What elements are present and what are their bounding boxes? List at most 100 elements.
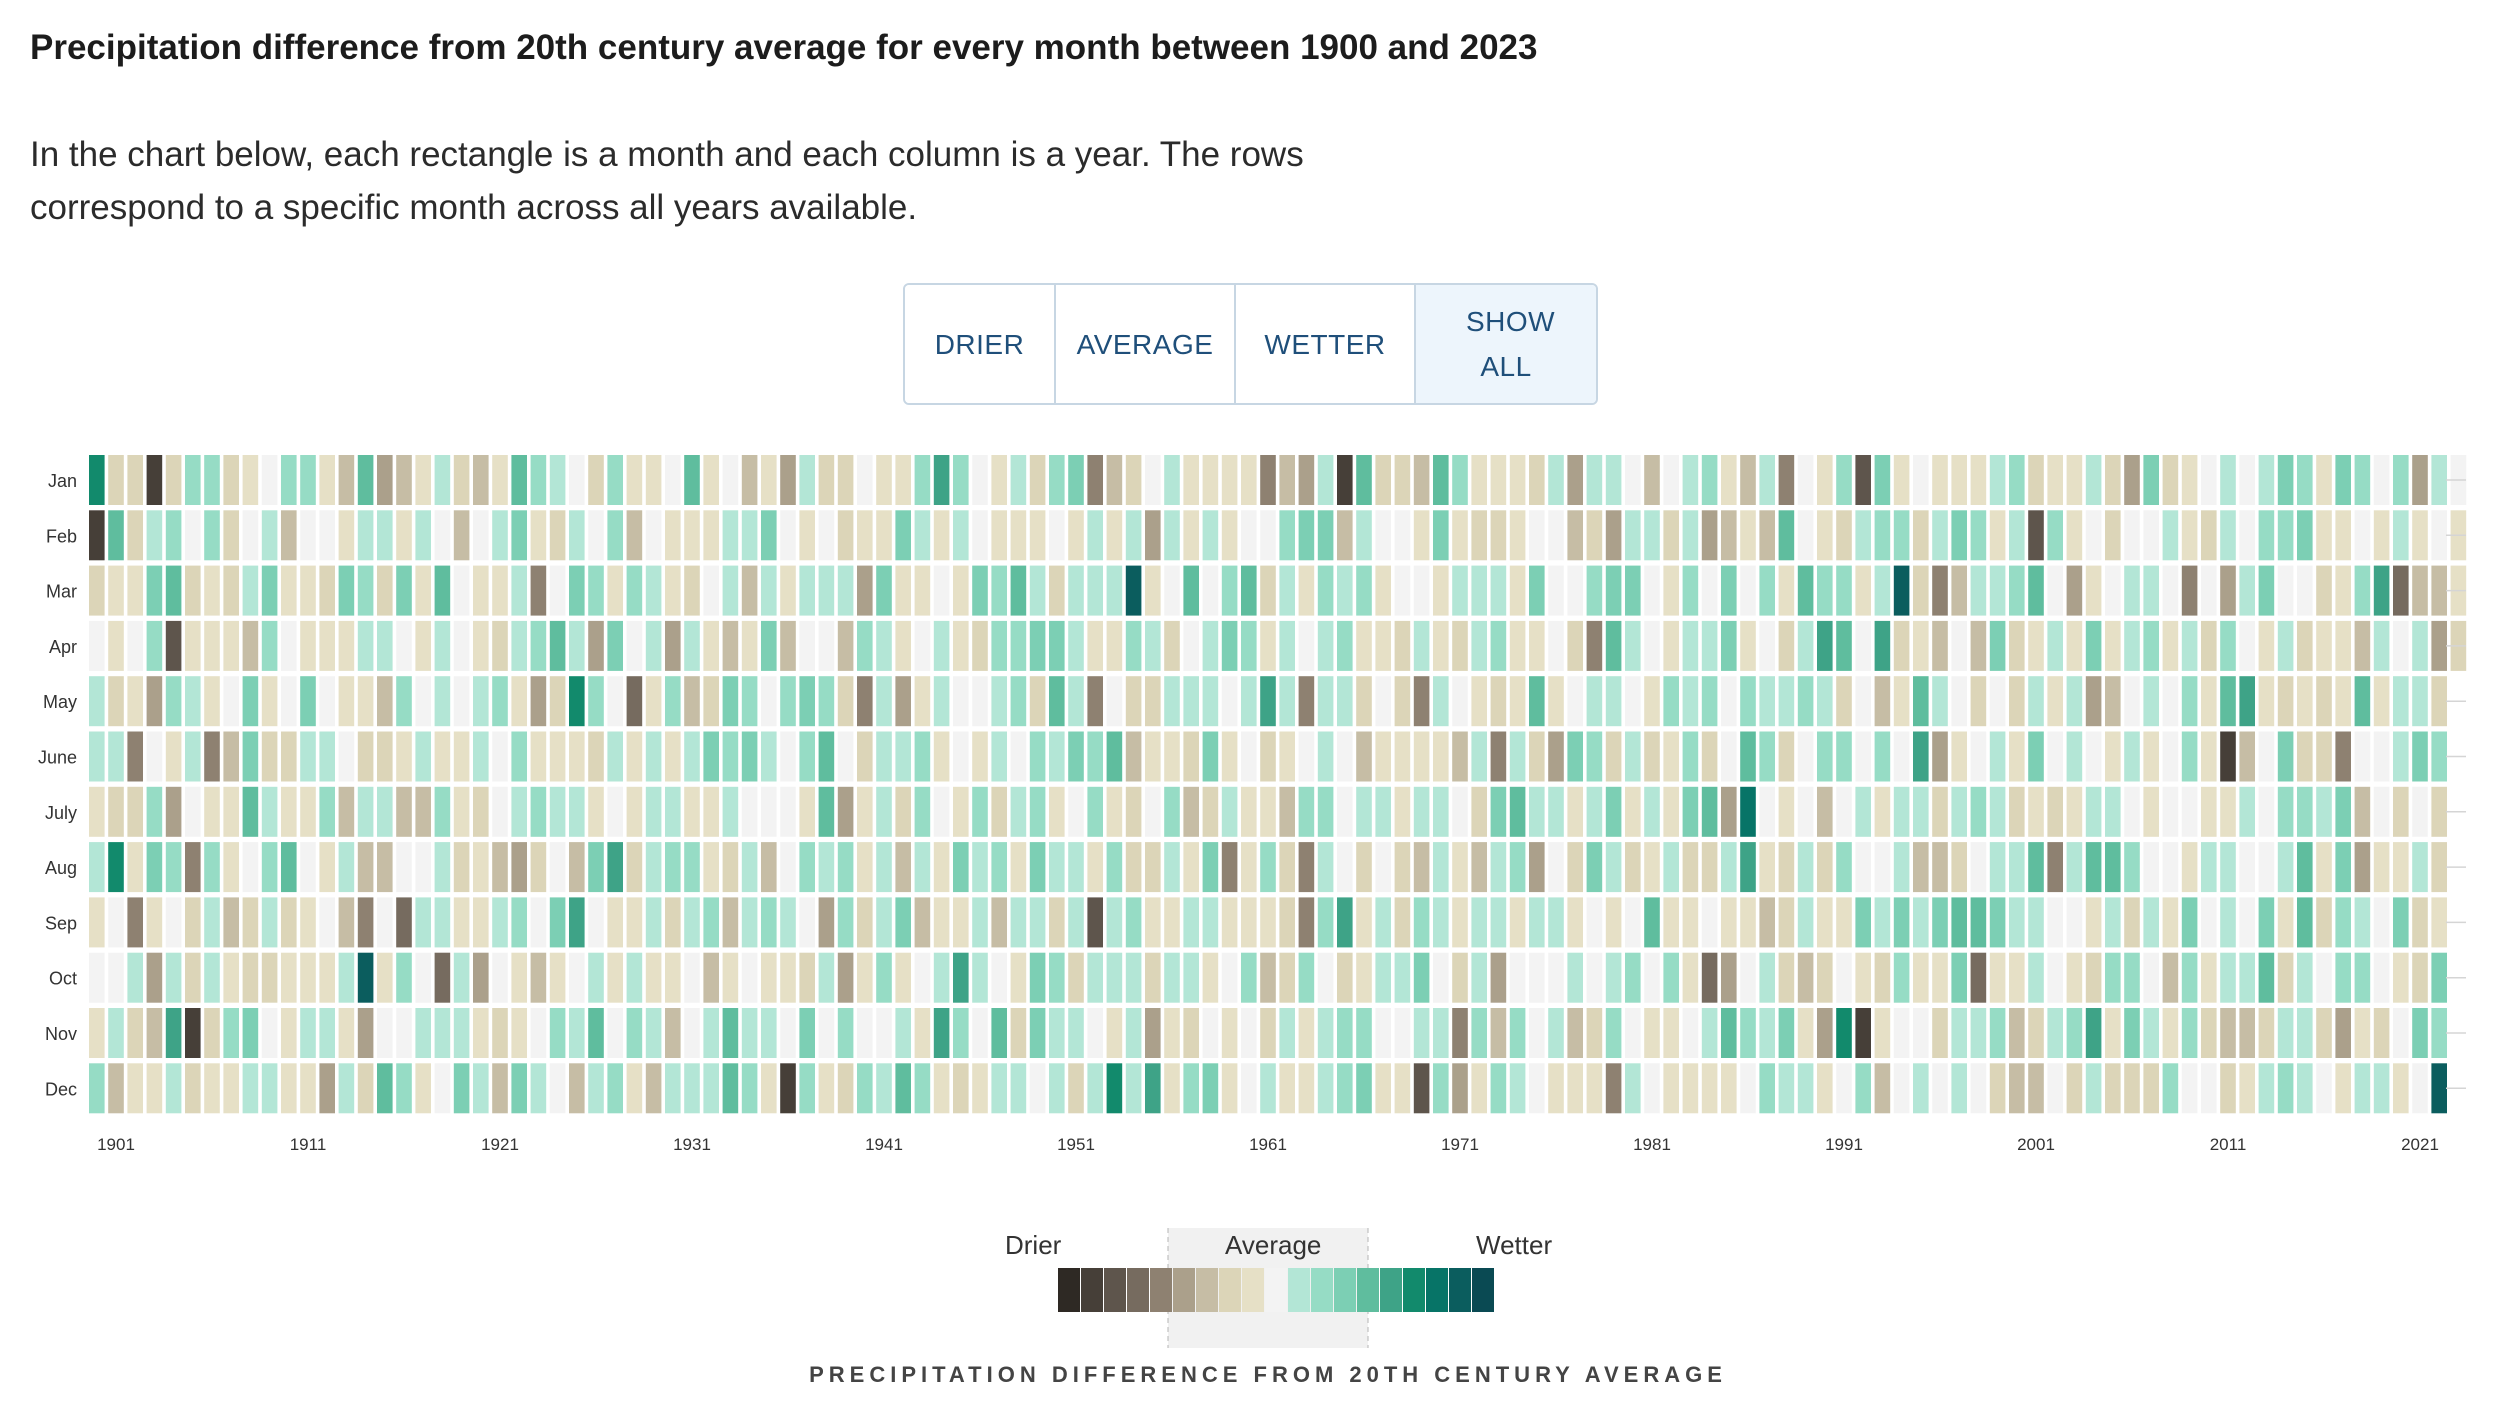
heatmap-cell[interactable] — [857, 455, 873, 505]
heatmap-cell[interactable] — [1183, 1008, 1199, 1058]
heatmap-cell[interactable] — [2393, 565, 2409, 616]
heatmap-cell[interactable] — [2297, 455, 2313, 505]
heatmap-cell[interactable] — [2201, 455, 2217, 505]
heatmap-cell[interactable] — [933, 676, 950, 727]
heatmap-cell[interactable] — [1759, 1063, 1775, 1114]
heatmap-cell[interactable] — [2201, 565, 2217, 616]
heatmap-cell[interactable] — [1010, 620, 1027, 671]
heatmap-cell[interactable] — [1375, 731, 1391, 782]
heatmap-cell[interactable] — [1913, 786, 1929, 837]
heatmap-cell[interactable] — [1164, 676, 1180, 727]
heatmap-cell[interactable] — [1356, 565, 1372, 616]
heatmap-cell[interactable] — [2220, 510, 2236, 561]
heatmap-cell[interactable] — [89, 952, 105, 1003]
heatmap-cell[interactable] — [1317, 897, 1334, 948]
heatmap-cell[interactable] — [2239, 510, 2255, 561]
heatmap-cell[interactable] — [1452, 1008, 1468, 1058]
heatmap-cell[interactable] — [1817, 510, 1833, 561]
heatmap-cell[interactable] — [1164, 897, 1180, 948]
heatmap-cell[interactable] — [569, 731, 585, 782]
heatmap-cell[interactable] — [261, 842, 278, 893]
heatmap-cell[interactable] — [1125, 952, 1142, 1003]
heatmap-cell[interactable] — [1145, 731, 1161, 782]
heatmap-cell[interactable] — [741, 1008, 758, 1058]
heatmap-cell[interactable] — [1183, 897, 1199, 948]
heatmap-cell[interactable] — [204, 842, 220, 893]
heatmap-cell[interactable] — [338, 510, 355, 561]
heatmap-cell[interactable] — [1241, 1008, 1257, 1058]
heatmap-cell[interactable] — [300, 731, 316, 782]
heatmap-cell[interactable] — [1663, 620, 1679, 671]
heatmap-cell[interactable] — [818, 455, 835, 505]
heatmap-cell[interactable] — [1701, 565, 1718, 616]
heatmap-cell[interactable] — [261, 731, 278, 782]
heatmap-cell[interactable] — [377, 952, 393, 1003]
heatmap-cell[interactable] — [2297, 565, 2313, 616]
heatmap-cell[interactable] — [2431, 620, 2447, 671]
heatmap-cell[interactable] — [1241, 731, 1257, 782]
heatmap-cell[interactable] — [626, 1063, 643, 1114]
heatmap-cell[interactable] — [1221, 565, 1238, 616]
heatmap-cell[interactable] — [818, 731, 835, 782]
heatmap-cell[interactable] — [1509, 731, 1526, 782]
heatmap-cell[interactable] — [1529, 952, 1545, 1003]
heatmap-cell[interactable] — [569, 565, 585, 616]
heatmap-cell[interactable] — [1989, 455, 2006, 505]
heatmap-cell[interactable] — [1106, 510, 1123, 561]
heatmap-cell[interactable] — [2431, 897, 2447, 948]
heatmap-cell[interactable] — [2162, 842, 2179, 893]
heatmap-cell[interactable] — [953, 1063, 969, 1114]
heatmap-cell[interactable] — [2431, 1063, 2447, 1114]
heatmap-cell[interactable] — [703, 1063, 719, 1114]
heatmap-cell[interactable] — [1317, 1063, 1334, 1114]
heatmap-cell[interactable] — [1394, 620, 1411, 671]
heatmap-cell[interactable] — [1433, 455, 1449, 505]
heatmap-cell[interactable] — [1452, 1063, 1468, 1114]
heatmap-cell[interactable] — [434, 731, 451, 782]
heatmap-cell[interactable] — [2124, 676, 2140, 727]
heatmap-cell[interactable] — [2047, 1008, 2063, 1058]
heatmap-cell[interactable] — [1644, 676, 1660, 727]
heatmap-cell[interactable] — [818, 565, 835, 616]
heatmap-cell[interactable] — [1164, 510, 1180, 561]
heatmap-cell[interactable] — [2105, 510, 2121, 561]
heatmap-cell[interactable] — [300, 620, 316, 671]
heatmap-cell[interactable] — [1625, 842, 1641, 893]
heatmap-cell[interactable] — [108, 510, 124, 561]
heatmap-cell[interactable] — [108, 786, 124, 837]
heatmap-cell[interactable] — [2393, 842, 2409, 893]
heatmap-cell[interactable] — [857, 952, 873, 1003]
heatmap-cell[interactable] — [953, 786, 969, 837]
heatmap-cell[interactable] — [146, 731, 163, 782]
heatmap-cell[interactable] — [319, 676, 335, 727]
heatmap-cell[interactable] — [1721, 897, 1737, 948]
heatmap-cell[interactable] — [1164, 1063, 1180, 1114]
heatmap-cell[interactable] — [1759, 620, 1775, 671]
heatmap-cell[interactable] — [357, 1063, 374, 1114]
heatmap-cell[interactable] — [1893, 676, 1910, 727]
heatmap-cell[interactable] — [1701, 1063, 1718, 1114]
heatmap-cell[interactable] — [2354, 510, 2371, 561]
heatmap-cell[interactable] — [453, 897, 470, 948]
heatmap-cell[interactable] — [2009, 1063, 2025, 1114]
heatmap-cell[interactable] — [1529, 676, 1545, 727]
heatmap-cell[interactable] — [2181, 731, 2198, 782]
heatmap-cell[interactable] — [1701, 620, 1718, 671]
heatmap-cell[interactable] — [761, 676, 777, 727]
heatmap-cell[interactable] — [1913, 455, 1929, 505]
heatmap-cell[interactable] — [626, 620, 643, 671]
heatmap-cell[interactable] — [991, 786, 1007, 837]
heatmap-cell[interactable] — [1970, 455, 1987, 505]
heatmap-cell[interactable] — [300, 510, 316, 561]
heatmap-cell[interactable] — [319, 731, 335, 782]
heatmap-cell[interactable] — [684, 565, 700, 616]
heatmap-cell[interactable] — [2085, 786, 2102, 837]
heatmap-cell[interactable] — [1913, 952, 1929, 1003]
heatmap-cell[interactable] — [1874, 565, 1891, 616]
heatmap-cell[interactable] — [1087, 1063, 1103, 1114]
heatmap-cell[interactable] — [972, 565, 988, 616]
heatmap-cell[interactable] — [2085, 952, 2102, 1003]
heatmap-cell[interactable] — [1951, 620, 1967, 671]
heatmap-cell[interactable] — [1586, 731, 1603, 782]
heatmap-cell[interactable] — [1567, 455, 1583, 505]
